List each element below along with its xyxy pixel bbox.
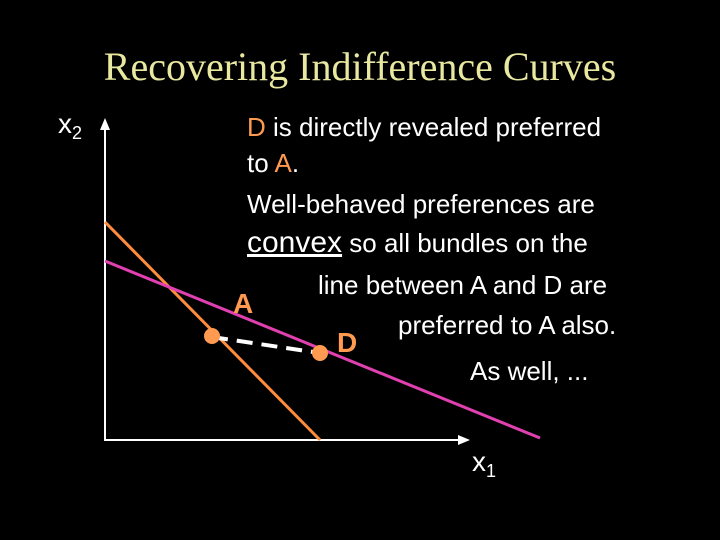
text-line-7: As well, ... xyxy=(470,356,589,386)
x-axis-label: x1 xyxy=(472,446,497,481)
text-line-3: Well-behaved preferences are xyxy=(247,189,595,219)
text-line-2: to A. xyxy=(247,148,300,178)
text-line-4: convex so all bundles on the xyxy=(247,226,588,259)
text-convex: convex xyxy=(247,226,343,259)
y-axis-arrowhead xyxy=(100,118,110,130)
text-d-highlight: D xyxy=(247,112,266,142)
text-line-1: D is directly revealed preferred xyxy=(247,112,602,142)
x-axis-arrowhead xyxy=(458,435,470,445)
text-line-6: preferred to A also. xyxy=(398,310,617,340)
point-d-label: D xyxy=(337,327,358,358)
point-a xyxy=(204,328,220,344)
y-axis-label: x2 xyxy=(58,108,83,143)
text-line-5: line between A and D are xyxy=(318,270,608,300)
slide-title: Recovering Indifference Curves xyxy=(103,44,617,89)
text-a-highlight: A xyxy=(274,148,292,178)
dashed-segment-a-d xyxy=(211,335,321,355)
point-a-label: A xyxy=(233,288,254,319)
point-d xyxy=(312,345,328,361)
